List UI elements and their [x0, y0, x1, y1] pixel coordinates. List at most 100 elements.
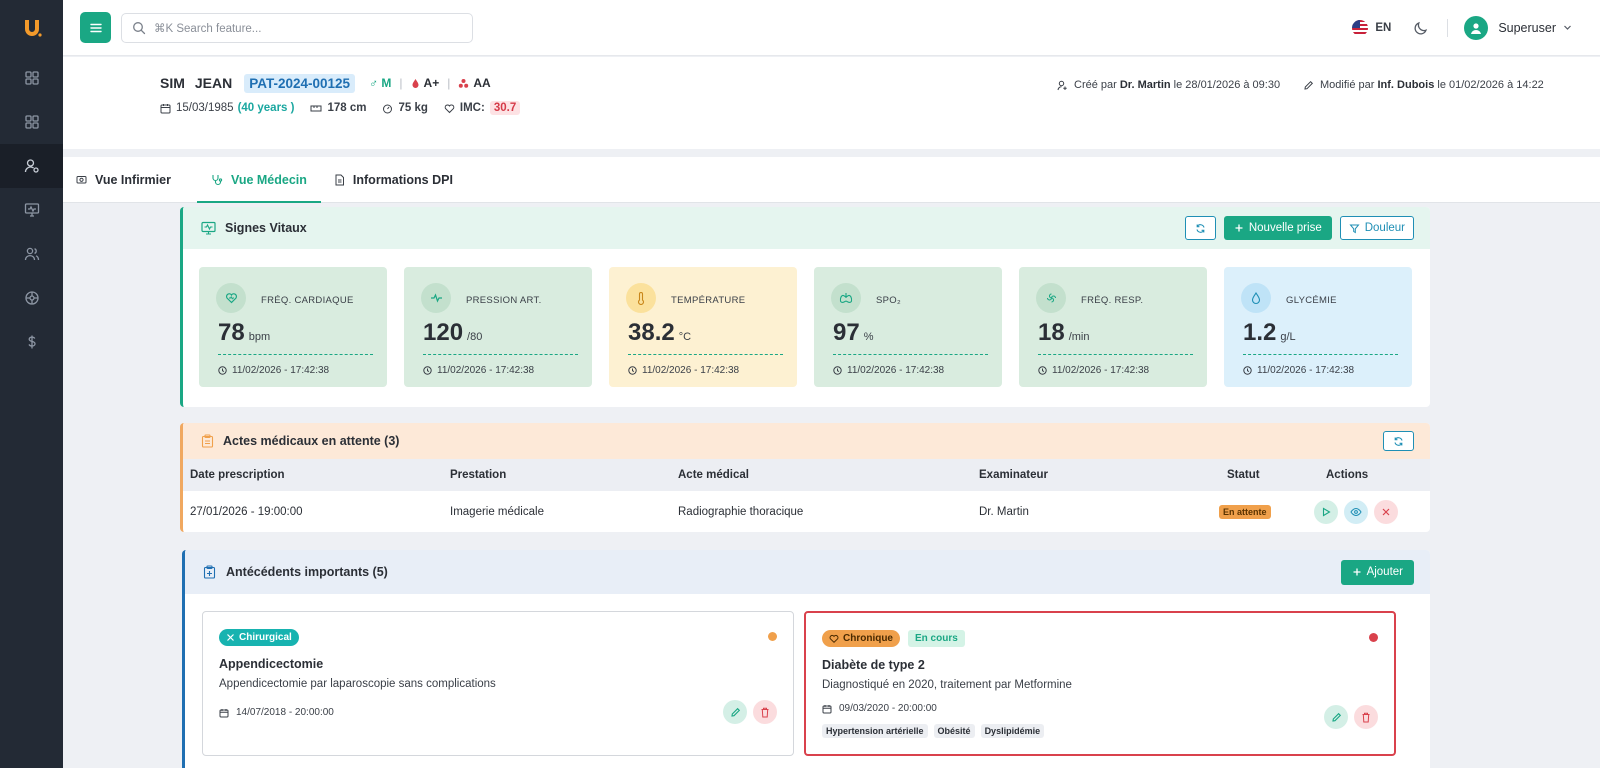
vital-time-value: 11/02/2026 - 17:42:38 — [847, 365, 945, 376]
weight-value: 75 kg — [398, 102, 428, 114]
delete-history-button[interactable] — [753, 700, 777, 724]
sidebar-item-dashboard[interactable] — [0, 56, 63, 100]
refresh-acts-button[interactable] — [1383, 431, 1414, 451]
refresh-icon — [1394, 436, 1403, 446]
user-name[interactable]: Superuser — [1498, 20, 1556, 35]
col-actions: Actions — [1326, 469, 1369, 481]
logo-icon — [24, 20, 42, 37]
new-measure-button[interactable]: Nouvelle prise — [1223, 216, 1332, 240]
avatar[interactable] — [1464, 15, 1489, 40]
language-selector[interactable]: EN — [1375, 21, 1392, 34]
vital-label: TEMPÉRATURE — [671, 295, 746, 306]
tab-label: Informations DPI — [352, 172, 453, 187]
cancel-act-button[interactable] — [1374, 499, 1398, 524]
sidebar-item-billing[interactable] — [0, 320, 63, 364]
add-history-button[interactable]: Ajouter — [1340, 559, 1414, 585]
history-card[interactable]: Chirurgical Appendicectomie Appendicecto… — [202, 611, 794, 756]
tab-vue-infirmier[interactable]: Vue Infirmier — [76, 157, 184, 202]
topbar: ⌘K Search feature... EN Superuser — [63, 0, 1600, 56]
sidebar-item-modules[interactable] — [0, 100, 63, 144]
vital-card[interactable]: GLYCÉMIE 1.2 g/L 11/02/2026 - 17:42:38 — [1224, 267, 1412, 387]
sidebar-item-users[interactable] — [0, 232, 63, 276]
modified-info: Modifié par Inf. Dubois le 01/02/2026 à … — [1303, 79, 1544, 91]
user-icon — [1471, 22, 1482, 34]
medical-history-panel: Antécédents importants (5) Ajouter Chiru… — [182, 550, 1430, 768]
clipboard-icon — [201, 434, 214, 448]
separator: | — [399, 76, 403, 90]
col-date-prescription[interactable]: Date prescription — [190, 469, 285, 481]
section-gap — [63, 149, 1600, 157]
tab-label: Vue Médecin — [230, 172, 307, 187]
history-card[interactable]: Chronique En cours Diabète de type 2 Dia… — [804, 611, 1396, 756]
moon-icon[interactable] — [1413, 20, 1429, 36]
col-examinateur[interactable]: Examinateur — [979, 469, 1049, 481]
severity-dot — [1369, 633, 1378, 642]
allergy-code: AA — [473, 76, 491, 90]
scissors-icon — [227, 634, 234, 641]
pain-button[interactable]: Douleur — [1339, 216, 1414, 240]
imc-label: IMC: — [459, 102, 485, 114]
col-prestation[interactable]: Prestation — [450, 469, 507, 481]
edit-history-button[interactable] — [723, 700, 747, 724]
vitals-panel: Signes Vitaux Nouvelle prise Douleur FRÉ… — [180, 207, 1430, 407]
edit-history-button[interactable] — [1324, 705, 1348, 729]
condition-chip: Obésité — [933, 724, 975, 738]
delete-history-button[interactable] — [1354, 705, 1378, 729]
patient-id-badge[interactable]: PAT-2024-00125 — [244, 73, 356, 93]
weight-icon — [383, 104, 393, 113]
table-row[interactable]: 27/01/2026 - 19:00:00 Imagerie médicale … — [183, 491, 1430, 532]
blood-group: A+ — [423, 76, 440, 90]
tab-informations-dpi[interactable]: Informations DPI — [334, 157, 466, 202]
tab-vue-medecin[interactable]: Vue Médecin — [196, 157, 321, 203]
refresh-vitals-button[interactable] — [1184, 216, 1216, 240]
col-statut[interactable]: Statut — [1227, 469, 1260, 481]
clock-icon — [628, 366, 637, 375]
vital-timestamp: 11/02/2026 - 17:42:38 — [1038, 365, 1149, 376]
cell-prestation: Imagerie médicale — [450, 505, 544, 518]
vital-timestamp: 11/02/2026 - 17:42:38 — [218, 365, 329, 376]
edit-icon — [1304, 80, 1314, 90]
cell-examinateur: Dr. Martin — [979, 505, 1029, 518]
col-acte-medical[interactable]: Acte médical — [678, 469, 749, 481]
patient-sex: ♂ M — [369, 76, 392, 90]
start-act-button[interactable] — [1314, 499, 1338, 524]
document-icon — [335, 174, 344, 185]
sidebar-item-settings[interactable] — [0, 276, 63, 320]
sidebar-item-patients[interactable] — [0, 144, 63, 188]
thermometer-icon — [626, 283, 656, 313]
new-measure-label: Nouvelle prise — [1248, 222, 1322, 234]
user-plus-icon — [1057, 80, 1067, 90]
menu-toggle-button[interactable] — [80, 12, 111, 43]
view-act-button[interactable] — [1344, 499, 1368, 524]
vital-reading: 1.2 g/L — [1243, 319, 1296, 347]
history-date: 14/07/2018 - 20:00:00 — [219, 707, 334, 718]
search-placeholder: ⌘K Search feature... — [154, 22, 262, 35]
vital-time-value: 11/02/2026 - 17:42:38 — [642, 365, 740, 376]
vital-card[interactable]: PRESSION ART. 120/80 11/02/2026 - 17:42:38 — [404, 267, 592, 387]
imc-value: 30.7 — [489, 101, 521, 115]
pending-acts-header: Actes médicaux en attente (3) — [183, 423, 1430, 459]
search-input[interactable]: ⌘K Search feature... — [121, 12, 473, 43]
drop-icon — [1241, 283, 1271, 313]
modified-prefix: Modifié par — [1320, 79, 1375, 91]
us-flag-icon[interactable] — [1352, 19, 1369, 36]
vital-card[interactable]: FRÉQ. RESP. 18/min 11/02/2026 - 17:42:38 — [1019, 267, 1207, 387]
vital-reading: 78 bpm — [218, 319, 270, 347]
vitals-header: Signes Vitaux Nouvelle prise Douleur — [183, 207, 1430, 249]
vital-card[interactable]: SPO₂ 97% 11/02/2026 - 17:42:38 — [814, 267, 1002, 387]
tab-label: Vue Infirmier — [95, 172, 171, 187]
vital-timestamp: 11/02/2026 - 17:42:38 — [833, 365, 944, 376]
clock-icon — [1038, 366, 1047, 375]
category-tag: Chirurgical — [219, 629, 299, 646]
vital-card[interactable]: TEMPÉRATURE 38.2 °C 11/02/2026 - 17:42:38 — [609, 267, 797, 387]
chevron-down-icon[interactable] — [1563, 23, 1572, 32]
sidebar-item-monitoring[interactable] — [0, 188, 63, 232]
table-header: Date prescription Prestation Acte médica… — [183, 459, 1430, 491]
medical-history-header: Antécédents importants (5) Ajouter — [185, 550, 1430, 594]
app-logo[interactable] — [0, 0, 63, 56]
pulse-icon — [421, 283, 451, 313]
heart-icon — [216, 283, 246, 313]
height-value: 178 cm — [327, 102, 367, 114]
users-icon — [24, 247, 39, 261]
vital-card[interactable]: FRÉQ. CARDIAQUE 78 bpm 11/02/2026 - 17:42:3… — [199, 267, 387, 387]
